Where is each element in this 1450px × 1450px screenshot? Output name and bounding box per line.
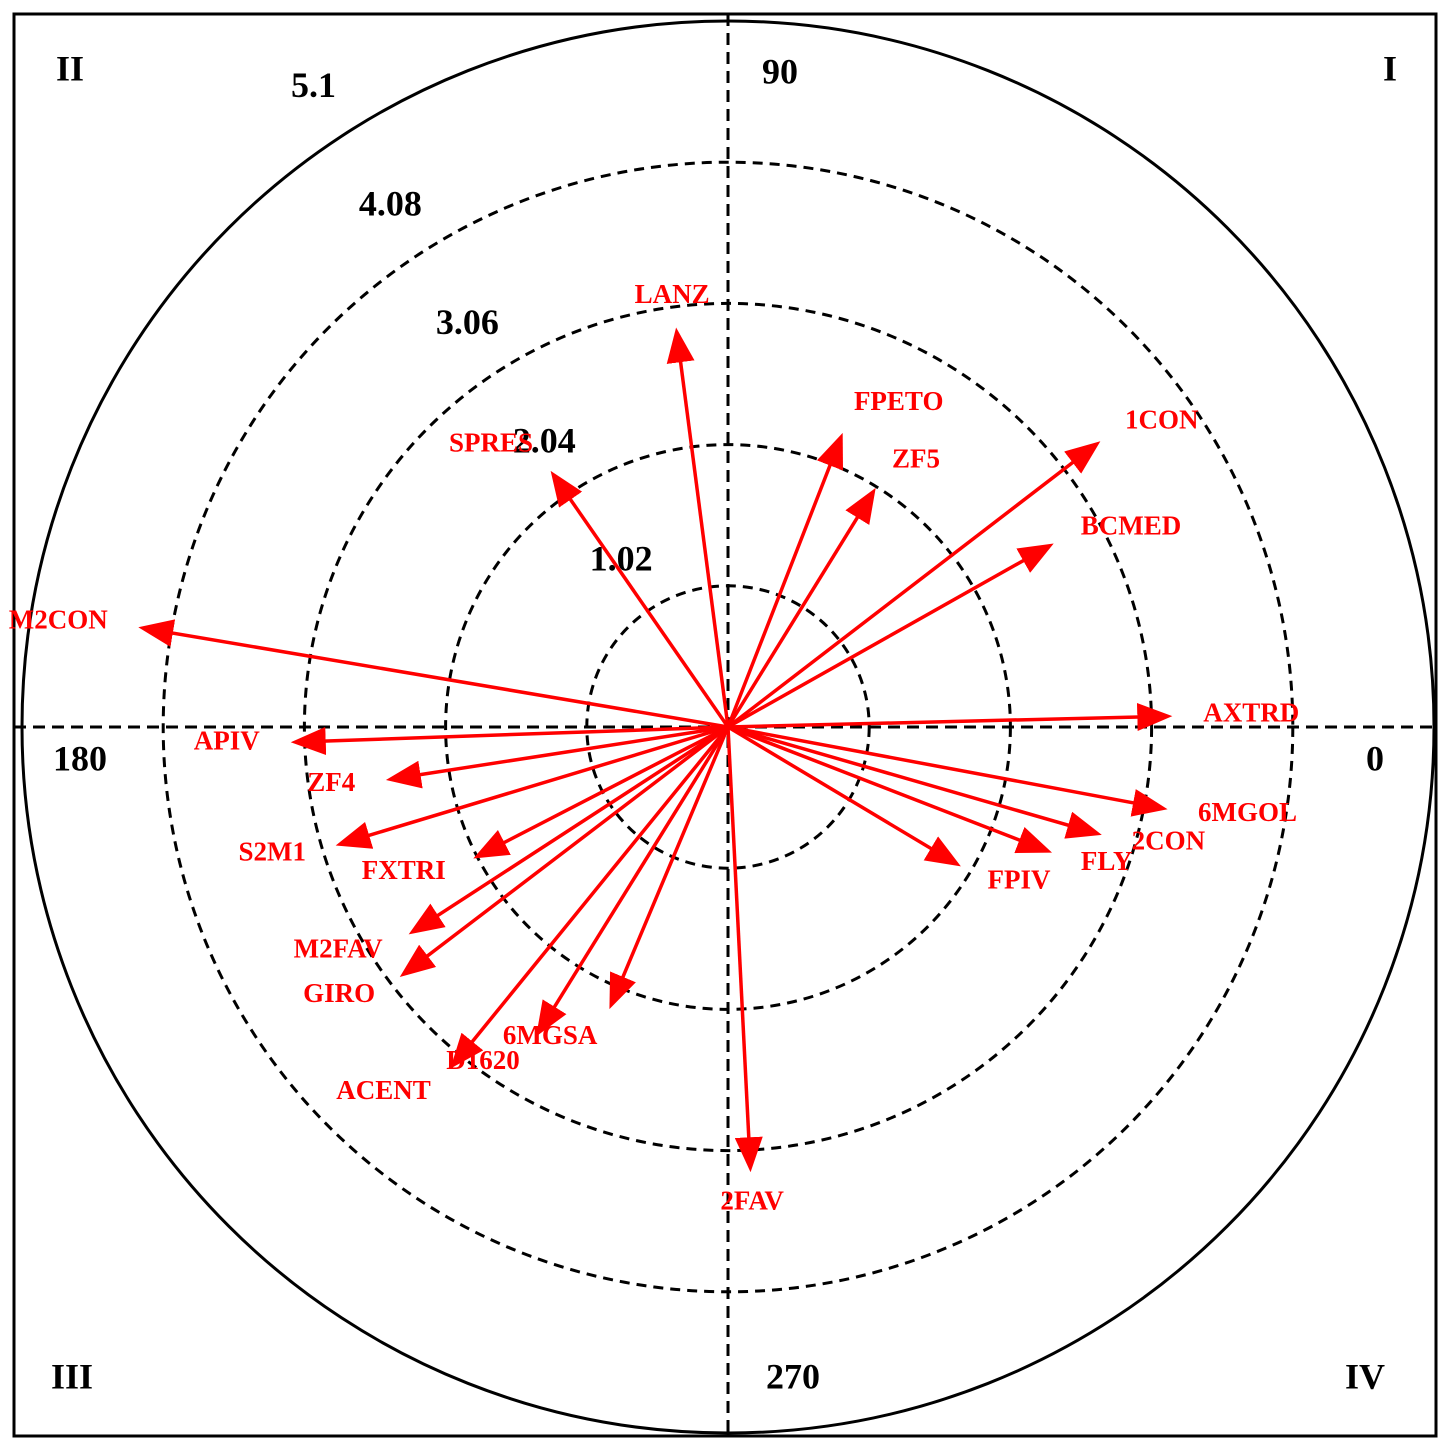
ring: [20, 19, 1436, 1435]
vector: [290, 725, 729, 756]
quadrant-label: II: [56, 48, 84, 88]
vector-label: ACENT: [336, 1075, 431, 1105]
ring-label: 5.1: [291, 65, 336, 105]
vector-label: SPRES: [449, 428, 533, 458]
vector: [550, 470, 730, 728]
vector: [726, 487, 876, 728]
ring-label: 3.06: [436, 302, 499, 342]
vector-label: APIV: [194, 726, 260, 756]
vector: [399, 725, 730, 978]
vector: [727, 725, 1053, 854]
quadrant-label: IV: [1345, 1356, 1385, 1396]
vector: [450, 725, 730, 1069]
vector-label: FLY: [1081, 846, 1133, 876]
quadrant-label: III: [51, 1356, 93, 1396]
vector: [726, 432, 844, 728]
vector-label: ZF4: [307, 767, 355, 797]
vector: [536, 726, 730, 1037]
vector: [609, 726, 730, 1010]
vector: [727, 543, 1054, 729]
vector-label: ZF5: [892, 444, 940, 474]
vector-label: 2CON: [1132, 826, 1206, 856]
vector-label: FPETO: [854, 386, 944, 416]
vector-label: 6MGOL: [1198, 797, 1297, 827]
vector-label: M2CON: [9, 604, 108, 634]
vector: [727, 703, 1173, 731]
vector-label: GIRO: [303, 978, 375, 1008]
vector: [726, 441, 1101, 729]
vector-label: FPIV: [987, 865, 1050, 895]
angle-label: 90: [762, 51, 798, 91]
angle-label: 0: [1366, 738, 1384, 778]
ring: [585, 584, 871, 870]
angle-label: 270: [766, 1356, 820, 1396]
vector: [473, 725, 729, 859]
vector-label: BCMED: [1081, 510, 1182, 540]
vector: [727, 725, 961, 867]
vector-label: LANZ: [635, 279, 710, 309]
ring: [444, 443, 1012, 1011]
vector-label: S2M1: [238, 837, 306, 867]
quadrant-label: I: [1383, 48, 1397, 88]
vector: [726, 726, 763, 1173]
vector-label: AXTRD: [1203, 698, 1299, 728]
vector: [727, 725, 1168, 817]
vector: [138, 619, 729, 729]
ring: [161, 160, 1295, 1294]
vector: [408, 725, 729, 935]
ring-label: 4.08: [359, 183, 422, 223]
vector-label: 2FAV: [720, 1185, 784, 1215]
frame: [12, 12, 1438, 1438]
angle-label: 180: [53, 738, 107, 778]
vector: [666, 327, 730, 728]
vector-label: 1CON: [1125, 405, 1199, 435]
vector-label: FXTRI: [362, 855, 446, 885]
vector: [385, 725, 729, 789]
vector: [335, 725, 729, 849]
vector: [727, 725, 1102, 839]
vector-label: M2FAV: [294, 933, 383, 963]
ring-label: 2.04: [513, 420, 576, 460]
